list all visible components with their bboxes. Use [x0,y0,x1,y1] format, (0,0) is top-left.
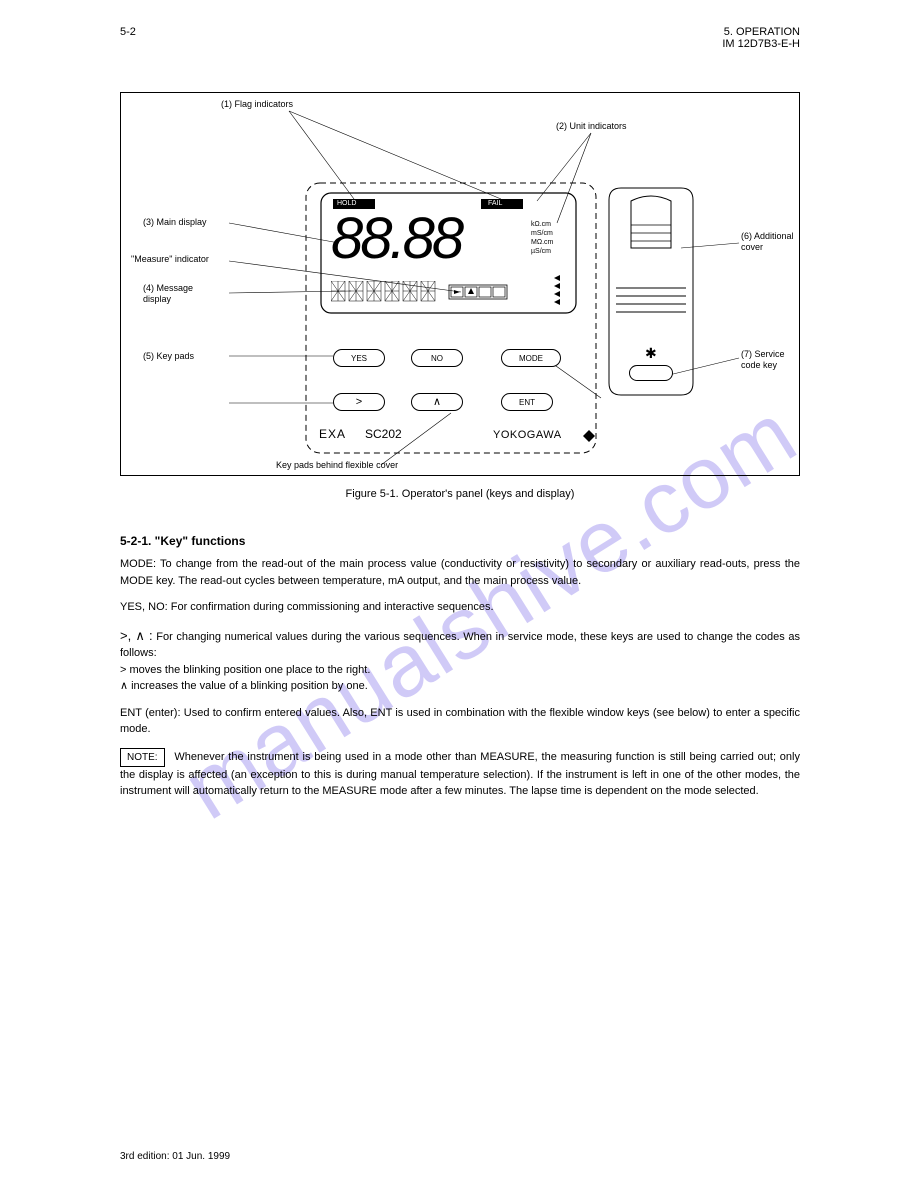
callout-message-display: (4) Message display [143,283,193,305]
figure-box: (1) Flag indicators (2) Unit indicators … [120,92,800,476]
brand-label: EXA [319,427,346,441]
yes-button[interactable]: YES [333,349,385,367]
model-label: SC202 [365,427,402,441]
callout-measure-indicator: "Measure" indicator [131,254,209,265]
para-yesno: YES, NO: For confirmation during commiss… [120,599,800,616]
figure-caption: Figure 5-1. Operator's panel (keys and d… [120,488,800,500]
ent-button[interactable]: ENT [501,393,553,411]
company-label: YOKOGAWA [493,429,562,441]
right-button[interactable]: > [333,393,385,411]
callout-service-key: (7) Service code key [741,349,785,371]
para-arrows: >, ∧ : For changing numerical values dur… [120,626,800,695]
callout-unit-indicators: (2) Unit indicators [556,121,627,132]
page-number: 5-2 [120,26,136,38]
main-digits: 88.88 [331,205,461,272]
callout-main-display: (3) Main display [143,217,207,228]
callout-keypads: (5) Key pads [143,351,194,362]
doc-id: IM 12D7B3-E-H [722,38,800,50]
fail-flag: FAIL [488,200,502,208]
callout-additional-cover: (6) Additional cover [741,231,794,253]
service-button[interactable] [629,365,673,381]
no-button[interactable]: NO [411,349,463,367]
figure-svg [121,93,801,477]
para-mode: MODE: To change from the read-out of the… [120,556,800,589]
arrows-symbols: >, ∧ : [120,628,153,643]
star-icon: ✱ [645,345,657,362]
para-ent: ENT (enter): Used to confirm entered val… [120,705,800,738]
note-text: Whenever the instrument is being used in… [120,751,800,798]
note-label: NOTE: [120,748,165,767]
unit-4: µS/cm [531,248,551,256]
section-title: 5-2-1. "Key" functions [120,532,800,550]
callout-flag-indicators: (1) Flag indicators [221,99,293,110]
unit-3: MΩ.cm [531,239,553,247]
unit-1: kΩ.cm [531,221,551,229]
footer-edition: 3rd edition: 01 Jun. 1999 [120,1151,230,1162]
arrows-text: For changing numerical values during the… [120,631,800,693]
callout-keypads-cover: Key pads behind flexible cover [276,460,398,471]
mode-button[interactable]: MODE [501,349,561,367]
alpha-display [331,281,441,308]
chapter-title: 5. OPERATION [724,26,800,38]
para-note: NOTE: Whenever the instrument is being u… [120,748,800,800]
up-button[interactable]: ∧ [411,393,463,411]
unit-2: mS/cm [531,230,553,238]
